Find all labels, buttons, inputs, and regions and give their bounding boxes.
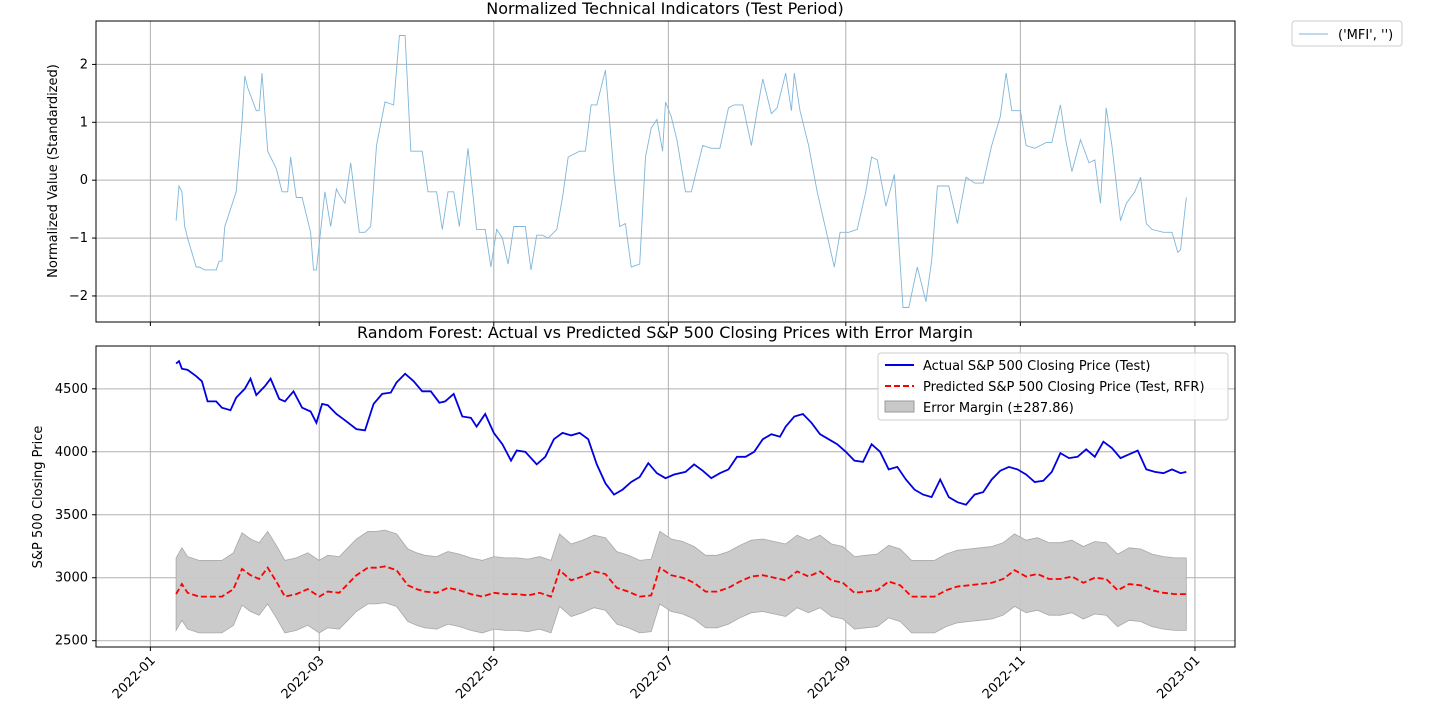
bottom-legend: Actual S&P 500 Closing Price (Test) Pred… [877, 352, 1229, 421]
bottom-plot: Random Forest: Actual vs Predicted S&P 5… [31, 323, 1236, 702]
y-tick-label: 4500 [55, 382, 88, 397]
bottom-series [175, 359, 1187, 598]
legend-label-actual: Actual S&P 500 Closing Price (Test) [923, 359, 1150, 374]
y-tick-label: 3000 [55, 571, 88, 586]
bottom-y-ticks: 4500 4000 3500 3000 2500 [55, 382, 96, 649]
legend-label-predicted: Predicted S&P 500 Closing Price (Test, R… [923, 380, 1205, 395]
legend-label-margin: Error Margin (±287.86) [923, 401, 1074, 416]
bottom-plot-frame [95, 345, 1236, 648]
x-tick-label: 2023-01 [1154, 653, 1203, 702]
x-tick-label: 2022-01 [110, 653, 159, 702]
x-tick-label: 2022-07 [628, 653, 677, 702]
x-tick-label: 2022-09 [805, 653, 854, 702]
top-grid [96, 21, 1235, 322]
bottom-plot-title: Random Forest: Actual vs Predicted S&P 5… [357, 323, 973, 342]
actual-price-line [175, 359, 1187, 506]
top-plot: Normalized Technical Indicators (Test Pe… [46, 0, 1236, 326]
y-tick-label: −2 [69, 289, 88, 304]
top-legend-box [1291, 20, 1403, 47]
y-tick-label: 3500 [55, 508, 88, 523]
x-tick-label: 2022-03 [279, 653, 328, 702]
top-y-ticks: 2 1 0 −1 −2 [69, 57, 96, 304]
bottom-error-band [175, 529, 1187, 634]
y-tick-label: 4000 [55, 445, 88, 460]
y-tick-label: 0 [80, 173, 88, 188]
top-legend-label-mfi: ('MFI', '') [1338, 28, 1393, 43]
y-tick-label: 2500 [55, 634, 88, 649]
bottom-y-axis-title: S&P 500 Closing Price [31, 426, 46, 569]
top-plot-frame [95, 20, 1236, 323]
x-tick-label: 2022-05 [453, 653, 502, 702]
y-tick-label: 1 [80, 115, 88, 130]
top-series [175, 35, 1187, 308]
top-legend: ('MFI', '') [1291, 20, 1403, 47]
mfi-series-line [175, 35, 1187, 308]
legend-swatch-margin [884, 400, 915, 413]
bottom-x-ticks: 2022-01 2022-03 2022-05 2022-07 2022-09 2022-… [110, 647, 1203, 702]
y-tick-label: −1 [69, 231, 88, 246]
bottom-legend-box [877, 352, 1229, 421]
y-tick-label: 2 [80, 57, 88, 72]
predicted-price-line [175, 565, 1187, 598]
top-x-ticks [149, 322, 1196, 326]
top-y-axis-title: Normalized Value (Standardized) [46, 64, 61, 278]
x-tick-label: 2022-11 [980, 653, 1029, 702]
error-margin-band [175, 529, 1187, 634]
top-plot-title: Normalized Technical Indicators (Test Pe… [486, 0, 843, 18]
